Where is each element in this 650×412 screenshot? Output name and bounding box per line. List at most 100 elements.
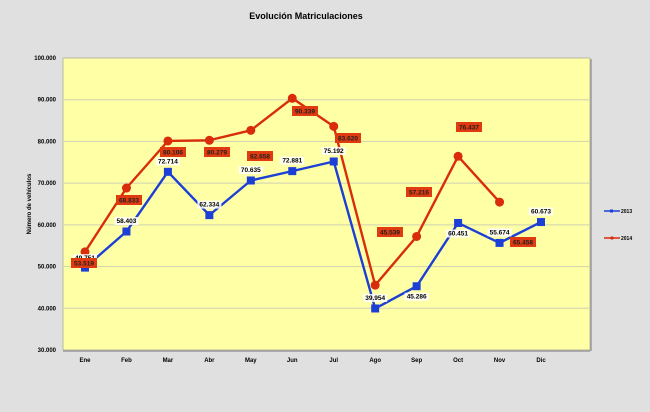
label-bg [529, 207, 553, 216]
x-tick-label: Dic [536, 358, 546, 364]
label-box [116, 195, 142, 205]
data-point-2014[interactable] [246, 125, 256, 135]
data-label-2014: 80.106 [163, 150, 183, 157]
data-label-2014: 68.833 [119, 198, 139, 205]
y-tick-label: 60.000 [38, 223, 57, 229]
y-tick-label: 40.000 [38, 306, 57, 312]
data-point-2013[interactable] [246, 176, 255, 185]
data-point-2014[interactable] [287, 93, 297, 103]
data-label-2013: 62.334 [199, 202, 219, 209]
data-label-2013: 39.954 [365, 295, 385, 302]
x-tick-label: Jul [329, 358, 338, 364]
y-tick-label: 90.000 [38, 98, 57, 104]
data-point-2013[interactable] [537, 218, 545, 227]
data-label-2014: 76.437 [459, 125, 479, 132]
data-label-2014: 82.658 [250, 154, 270, 161]
data-point-2014[interactable] [329, 121, 339, 131]
y-tick-label: 70.000 [38, 181, 57, 187]
data-point-2013[interactable] [288, 167, 297, 176]
data-point-2013[interactable] [495, 238, 504, 247]
data-label-2013: 45.286 [407, 294, 427, 301]
data-labels: 49.75158.40372.71462.33470.63572.88175.1… [71, 106, 553, 302]
label-box [510, 237, 536, 247]
label-bg [197, 200, 222, 209]
x-tick-label: Sep [411, 358, 422, 364]
legend: 2013 2014 [604, 209, 632, 242]
x-tick-label: Ene [79, 358, 91, 364]
data-point-2014[interactable] [453, 151, 463, 161]
label-box [406, 187, 432, 197]
data-point-2014[interactable] [370, 280, 380, 290]
x-tick-label: Oct [453, 358, 463, 364]
data-label-2014: 83.620 [338, 136, 358, 143]
x-tick-label: Abr [204, 358, 215, 364]
data-point-2014[interactable] [412, 231, 422, 241]
label-bg [446, 229, 471, 238]
x-tick-label: Nov [494, 358, 506, 364]
data-label-2014: 53.519 [74, 261, 94, 268]
data-label-2013: 70.635 [241, 167, 261, 174]
x-tick-label: Feb [121, 358, 132, 364]
chart-title: Evolución Matriculaciones [249, 11, 363, 21]
label-bg [321, 146, 346, 155]
label-box [71, 258, 97, 268]
data-point-2013[interactable] [329, 157, 338, 166]
circle-marker-icon [610, 236, 614, 240]
y-axis-label: Número de vehículos [27, 173, 33, 234]
legend-label-2013: 2013 [621, 209, 632, 215]
data-label-2013: 72.881 [282, 158, 302, 165]
x-tick-label: May [245, 358, 257, 364]
data-point-2013[interactable] [205, 211, 214, 220]
label-bg [280, 156, 305, 165]
data-label-2014: 45.539 [380, 230, 400, 237]
y-tick-label: 50.000 [38, 265, 57, 271]
y-tick-label: 80.000 [38, 139, 57, 145]
x-tick-label: Jun [287, 358, 298, 364]
label-box [247, 151, 273, 161]
label-bg [238, 165, 263, 174]
data-label-2013: 60.451 [448, 230, 468, 237]
data-label-2013: 72.714 [158, 158, 178, 165]
data-label-2014: 90.339 [295, 109, 315, 116]
data-label-2014: 80.279 [207, 150, 227, 157]
data-point-2014[interactable] [163, 136, 173, 146]
data-point-2013[interactable] [412, 282, 421, 291]
label-bg [404, 292, 429, 301]
data-point-2014[interactable] [204, 135, 214, 145]
legend-label-2014: 2014 [621, 236, 632, 242]
y-axis-ticks: 30.000 40.000 50.000 60.000 70.000 80.000 90.0… [34, 56, 56, 354]
data-label-2014: 65.458 [513, 240, 533, 247]
y-tick-label: 100.000 [34, 56, 56, 62]
data-point-2014[interactable] [495, 197, 505, 207]
plot-area [62, 57, 591, 351]
series-line-2013 [84, 160, 542, 310]
label-bg [114, 217, 139, 226]
data-point-2013[interactable] [122, 227, 131, 236]
data-label-2013: 55.674 [490, 229, 510, 236]
data-point-2013[interactable] [163, 167, 172, 176]
data-label-2014: 57.216 [409, 190, 429, 197]
data-point-2013[interactable] [371, 304, 380, 313]
square-marker-icon [610, 209, 613, 213]
label-box [377, 227, 403, 237]
y-tick-label: 30.000 [38, 348, 57, 354]
data-point-2014[interactable] [121, 183, 131, 193]
x-axis-ticks: Ene Feb Mar Abr May Jun Jul Ago Sep Oct Nov Dic [79, 358, 546, 364]
label-box [204, 147, 230, 157]
data-label-2013: 58.403 [117, 218, 137, 225]
x-tick-label: Mar [163, 358, 174, 364]
legend-item-2013[interactable]: 2013 [604, 209, 632, 215]
label-bg [363, 293, 388, 302]
x-tick-label: Ago [369, 358, 381, 364]
label-bg [487, 228, 512, 237]
label-box [335, 133, 361, 143]
label-box [456, 122, 482, 132]
series-lines [80, 93, 545, 313]
label-box [292, 106, 318, 116]
data-label-2013: 75.192 [324, 148, 344, 155]
legend-item-2014[interactable]: 2014 [604, 236, 632, 242]
data-label-2013: 60.673 [531, 209, 551, 216]
data-point-2013[interactable] [454, 218, 463, 227]
label-bg [155, 157, 180, 166]
